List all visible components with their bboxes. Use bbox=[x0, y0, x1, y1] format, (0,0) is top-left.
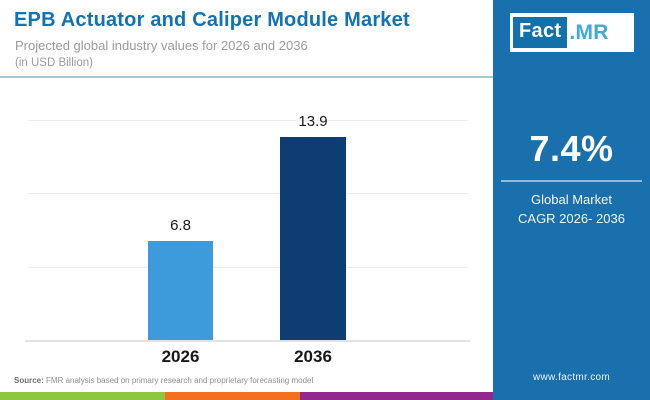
logo-mr-text: .MR bbox=[569, 20, 609, 44]
gridline bbox=[28, 120, 468, 121]
bar-value-label-2026: 6.8 bbox=[170, 217, 191, 234]
bar-group-2026: 6.8 bbox=[148, 217, 213, 341]
x-tick-label-2036: 2036 bbox=[294, 347, 332, 366]
page-subtitle: Projected global industry values for 202… bbox=[15, 38, 308, 53]
cagr-label-line1: Global Market bbox=[531, 192, 612, 207]
gridline bbox=[28, 267, 468, 268]
source-text: FMR analysis based on primary research a… bbox=[43, 376, 314, 385]
cagr-label: Global Market CAGR 2026- 2036 bbox=[493, 191, 650, 229]
source-note: Source: FMR analysis based on primary re… bbox=[14, 376, 484, 385]
cagr-divider bbox=[501, 180, 642, 182]
header: EPB Actuator and Caliper Module Market P… bbox=[0, 0, 493, 78]
x-axis-line bbox=[25, 340, 470, 342]
page-title: EPB Actuator and Caliper Module Market bbox=[14, 9, 410, 31]
factmr-logo[interactable]: Fact .MR bbox=[510, 13, 634, 52]
website-link[interactable]: www.factmr.com bbox=[533, 372, 610, 383]
cagr-value: 7.4% bbox=[529, 128, 614, 169]
source-label: Source: bbox=[14, 376, 44, 385]
stripe-orange bbox=[165, 392, 300, 400]
bar-2036 bbox=[280, 137, 346, 341]
logo-fact-text: Fact bbox=[513, 17, 568, 48]
bar-chart-plot: 6.8 13.9 bbox=[0, 113, 493, 341]
unit-note: (in USD Billion) bbox=[15, 57, 93, 69]
gridline bbox=[28, 193, 468, 194]
cagr-label-line2: CAGR 2026- 2036 bbox=[518, 210, 625, 226]
stripe-purple bbox=[300, 392, 493, 400]
x-tick-label-2026: 2026 bbox=[161, 347, 200, 366]
bar-group-2036: 13.9 bbox=[280, 113, 346, 341]
header-divider bbox=[0, 76, 493, 78]
bar-2026 bbox=[148, 241, 213, 341]
bar-value-label-2036: 13.9 bbox=[298, 113, 328, 130]
stripe-green bbox=[0, 392, 165, 400]
side-panel: Fact .MR 7.4% Global Market CAGR 2026- 2… bbox=[493, 0, 650, 400]
cagr-block: 7.4% Global Market CAGR 2026- 2036 bbox=[493, 128, 650, 229]
